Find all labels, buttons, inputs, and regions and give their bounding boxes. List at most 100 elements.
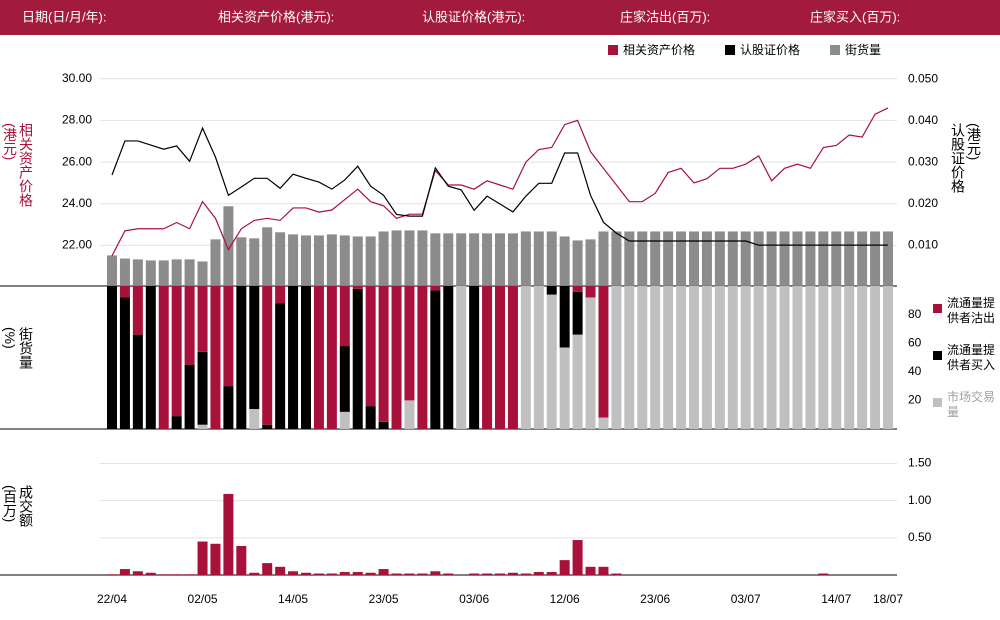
bar-segment [158, 286, 169, 429]
bar [249, 238, 260, 285]
bar-segment [663, 286, 674, 429]
bar-segment [546, 294, 557, 429]
bar-segment [132, 286, 143, 335]
bar-segment [482, 286, 493, 429]
y-tick-label: 1.00 [908, 493, 932, 507]
bar [546, 572, 557, 575]
bar-segment [753, 286, 764, 429]
bar-segment [559, 347, 570, 429]
bar-segment [507, 286, 518, 429]
bar [572, 240, 583, 285]
bar-segment [184, 286, 195, 365]
bar [171, 574, 182, 575]
bar [753, 231, 764, 285]
bar [288, 571, 299, 575]
bar-segment [171, 416, 182, 429]
bar-segment [572, 286, 583, 292]
bar [339, 572, 350, 575]
bar [184, 259, 195, 285]
bar-segment [275, 303, 286, 429]
bar-segment [301, 286, 311, 429]
y-tick-label: 0.050 [908, 71, 938, 85]
bar-segment [262, 424, 273, 429]
x-tick-label: 02/05 [188, 592, 218, 606]
bar [107, 574, 117, 575]
bar-segment [598, 417, 609, 429]
bar-segment [339, 411, 350, 429]
bar [197, 541, 208, 575]
bar [559, 560, 570, 575]
bar-segment [352, 286, 363, 289]
legend-label: 认股证价格 [740, 42, 800, 57]
bar [533, 572, 544, 575]
bar [197, 261, 208, 285]
legend-swatch [725, 45, 736, 55]
bar [210, 239, 221, 285]
bar [430, 571, 441, 575]
y-tick-label: 26.00 [62, 154, 92, 168]
bar-segment [210, 286, 221, 429]
bar [598, 231, 609, 285]
bar [520, 573, 531, 575]
y-tick-label: 0.010 [908, 237, 938, 251]
bar-segment [119, 297, 130, 429]
bar-segment [197, 424, 208, 429]
line [111, 126, 888, 246]
y-axis-title: 街货量(%) [2, 326, 34, 369]
bar [714, 231, 725, 285]
bar-segment [430, 290, 441, 429]
bar-segment [456, 286, 467, 429]
bar-segment [727, 286, 738, 429]
bar [119, 569, 130, 575]
header-field: 庄家沽出(百万): [620, 9, 710, 24]
bar [352, 572, 363, 575]
bar-segment [740, 286, 751, 429]
bar [145, 572, 156, 575]
bar-segment [611, 286, 622, 429]
x-tick-label: 03/06 [459, 592, 489, 606]
bar [262, 563, 273, 575]
bar [883, 231, 893, 285]
header-field: 日期(日/月/年): [22, 9, 107, 24]
bar [831, 231, 842, 285]
bar-segment [417, 286, 428, 429]
bar [701, 231, 712, 285]
legend-label-box: 流通量提供者沽出 [947, 296, 995, 325]
bar [663, 231, 674, 285]
legend-swatch [830, 45, 841, 55]
bar [301, 235, 311, 285]
bar-segment [572, 291, 583, 335]
bar [585, 239, 596, 285]
bar-segment [714, 286, 725, 429]
bar-segment [650, 286, 661, 429]
bar [495, 573, 505, 575]
line [111, 107, 889, 257]
y-tick-label: 30.00 [62, 71, 92, 85]
bar-segment [339, 346, 350, 412]
bar-segment [637, 286, 648, 429]
x-tick-label: 18/07 [873, 592, 903, 606]
bar [469, 233, 480, 285]
bar-segment [598, 286, 609, 418]
y2-axis-title-box: 认股证价格(港元) [950, 123, 982, 193]
bar [870, 231, 881, 285]
bar [818, 573, 829, 575]
y-tick-label: 80 [908, 307, 922, 321]
bar [637, 231, 648, 285]
bar [132, 571, 143, 575]
y-tick-label: 0.50 [908, 530, 932, 544]
y-axis-title-box: 相关资产价格(港元) [2, 123, 34, 207]
bar [559, 236, 570, 285]
legend-label: 流通量提供者买入 [947, 343, 996, 372]
x-tick-label: 22/04 [97, 592, 127, 606]
bar [378, 569, 389, 575]
bar [417, 230, 428, 285]
y-tick-label: 22.00 [62, 238, 92, 252]
bar [352, 236, 363, 285]
bar [391, 230, 402, 285]
header-field: 相关资产价格(港元): [218, 9, 334, 24]
bar-segment [818, 286, 829, 429]
bar [391, 573, 402, 575]
legend-label: 相关资产价格 [623, 42, 695, 57]
